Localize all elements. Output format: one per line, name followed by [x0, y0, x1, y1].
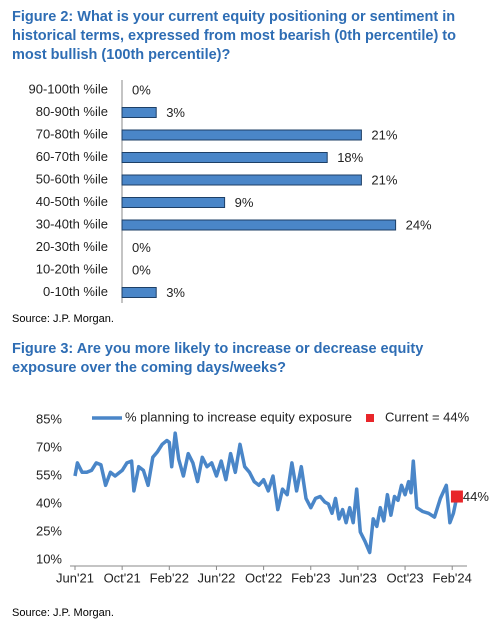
category-label: 20-30th %ile	[36, 239, 108, 254]
y-tick-label: 70%	[36, 439, 62, 454]
figure-title: Figure 2: What is your current equity po…	[12, 9, 456, 63]
value-label: 3%	[166, 105, 185, 120]
x-tick-label: Oct'23	[386, 570, 423, 585]
category-label: 0-10th %ile	[43, 284, 108, 299]
bar	[121, 107, 157, 118]
source: Source: J.P. Morgan.	[12, 607, 114, 619]
bar	[121, 219, 397, 231]
x-tick-label: Feb'22	[150, 570, 189, 585]
category-label: 40-50th %ile	[36, 194, 108, 209]
legend-label: % planning to increase equity exposure	[125, 409, 352, 424]
value-label: 21%	[371, 127, 397, 142]
y-tick-label: 10%	[36, 551, 62, 566]
category-label: 10-20th %ile	[36, 261, 108, 276]
x-tick-label: Jun'23	[339, 570, 377, 585]
legend-swatch	[366, 414, 374, 422]
value-label: 0%	[132, 82, 151, 97]
x-tick-label: Oct'22	[245, 570, 282, 585]
value-label: 24%	[406, 217, 432, 232]
current-marker	[450, 490, 463, 503]
figure-title: Figure 3: Are you more likely to increas…	[12, 341, 424, 376]
value-label: 21%	[371, 172, 397, 187]
bar	[121, 174, 362, 186]
category-label: 60-70th %ile	[36, 149, 108, 164]
y-tick-label: 85%	[36, 411, 62, 426]
line	[73, 431, 459, 555]
value-label: 0%	[132, 262, 151, 277]
y-tick-label: 55%	[36, 467, 62, 482]
bar	[121, 129, 362, 141]
category-label: 70-80th %ile	[36, 126, 108, 141]
category-label: 30-40th %ile	[36, 216, 108, 231]
legend-label: Current = 44%	[385, 409, 470, 424]
x-tick-label: Jun'22	[198, 570, 236, 585]
line-chart: 10% 25% 40% 55% 70% 85% Jun'21 Oct'21 Feb'22 Jun'…	[36, 409, 489, 585]
y-tick-label: 40%	[36, 495, 62, 510]
current-label: 44%	[463, 489, 489, 504]
x-tick-label: Jun'21	[56, 570, 94, 585]
x-tick-label: Feb'24	[433, 570, 472, 585]
value-label: 18%	[337, 150, 363, 165]
bar	[121, 197, 226, 208]
value-label: 9%	[235, 195, 254, 210]
source: Source: J.P. Morgan.	[12, 313, 114, 325]
category-label: 90-100th %ile	[29, 81, 109, 96]
category-label: 80-90th %ile	[36, 104, 108, 119]
value-label: 3%	[166, 285, 185, 300]
y-tick-label: 25%	[36, 523, 62, 538]
bar	[121, 152, 328, 163]
x-tick-label: Feb'23	[291, 570, 330, 585]
value-label: 0%	[132, 240, 151, 255]
x-tick-label: Oct'21	[104, 570, 141, 585]
bar	[121, 287, 157, 298]
category-label: 50-60th %ile	[36, 171, 108, 186]
bar-chart: 90-100th %ile 0% 80-90th %ile 3% 70-80th %il…	[29, 80, 432, 303]
